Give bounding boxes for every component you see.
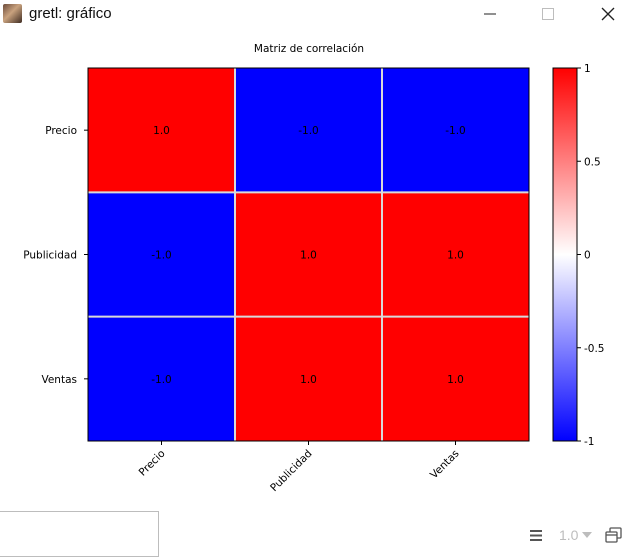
column-label: Ventas bbox=[428, 448, 462, 482]
cell-value: -1.0 bbox=[298, 125, 319, 137]
heatmap-cell bbox=[88, 316, 235, 441]
heatmap-cell bbox=[382, 316, 529, 441]
colorbar-tick-label: -0.5 bbox=[584, 343, 605, 355]
colorbar-tick-label: 0 bbox=[584, 250, 591, 262]
row-label: Publicidad bbox=[23, 250, 77, 262]
heatmap-cell bbox=[235, 68, 382, 193]
heatmap-cell bbox=[235, 192, 382, 317]
cell-value: 1.0 bbox=[153, 125, 170, 137]
heatmap-cell bbox=[88, 192, 235, 317]
correlation-heatmap: Matriz de correlación 1.0 -1.0 -1.0 -1.0 1.0 1… bbox=[23, 43, 605, 495]
row-label: Ventas bbox=[41, 374, 77, 386]
chevron-down-icon bbox=[582, 532, 592, 538]
minimize-button[interactable] bbox=[467, 0, 513, 28]
heatmap-cell bbox=[235, 316, 382, 441]
colorbar-tick-label: 0.5 bbox=[584, 156, 601, 168]
window-list-button[interactable] bbox=[604, 525, 624, 545]
window-stack-icon bbox=[605, 527, 622, 543]
zoom-select[interactable]: 1.0 bbox=[556, 525, 596, 547]
plot-area: Matriz de correlación 1.0 -1.0 -1.0 -1.0 1.0 1… bbox=[0, 28, 636, 512]
minimize-icon bbox=[484, 13, 496, 15]
column-label: Precio bbox=[137, 448, 168, 479]
colorbar-tick-label: 1 bbox=[584, 63, 591, 75]
cell-value: -1.0 bbox=[445, 125, 466, 137]
menu-button[interactable] bbox=[527, 525, 547, 545]
status-entry[interactable] bbox=[0, 511, 159, 557]
cell-value: 1.0 bbox=[300, 374, 317, 386]
cell-value: 1.0 bbox=[300, 250, 317, 262]
colorbar-tick-label: -1 bbox=[584, 436, 594, 448]
heatmap-cell bbox=[382, 192, 529, 317]
maximize-icon bbox=[542, 8, 554, 20]
maximize-button[interactable] bbox=[525, 0, 571, 28]
heatmap-cell bbox=[88, 68, 235, 193]
zoom-value: 1.0 bbox=[559, 527, 579, 543]
column-label: Publicidad bbox=[268, 448, 315, 495]
cell-value: -1.0 bbox=[151, 374, 172, 386]
chart-title: Matriz de correlación bbox=[254, 43, 364, 55]
title-bar: gretl: gráfico bbox=[0, 0, 636, 28]
gretl-portrait-icon bbox=[3, 4, 22, 23]
colorbar bbox=[552, 67, 578, 442]
window-title: gretl: gráfico bbox=[29, 5, 112, 22]
cell-value: -1.0 bbox=[151, 250, 172, 262]
cell-value: 1.0 bbox=[447, 250, 464, 262]
row-label: Precio bbox=[45, 125, 77, 137]
close-button[interactable] bbox=[585, 0, 631, 28]
heatmap-cell bbox=[382, 68, 529, 193]
close-icon bbox=[601, 7, 615, 21]
cell-value: 1.0 bbox=[447, 374, 464, 386]
hamburger-menu-icon bbox=[530, 530, 542, 541]
